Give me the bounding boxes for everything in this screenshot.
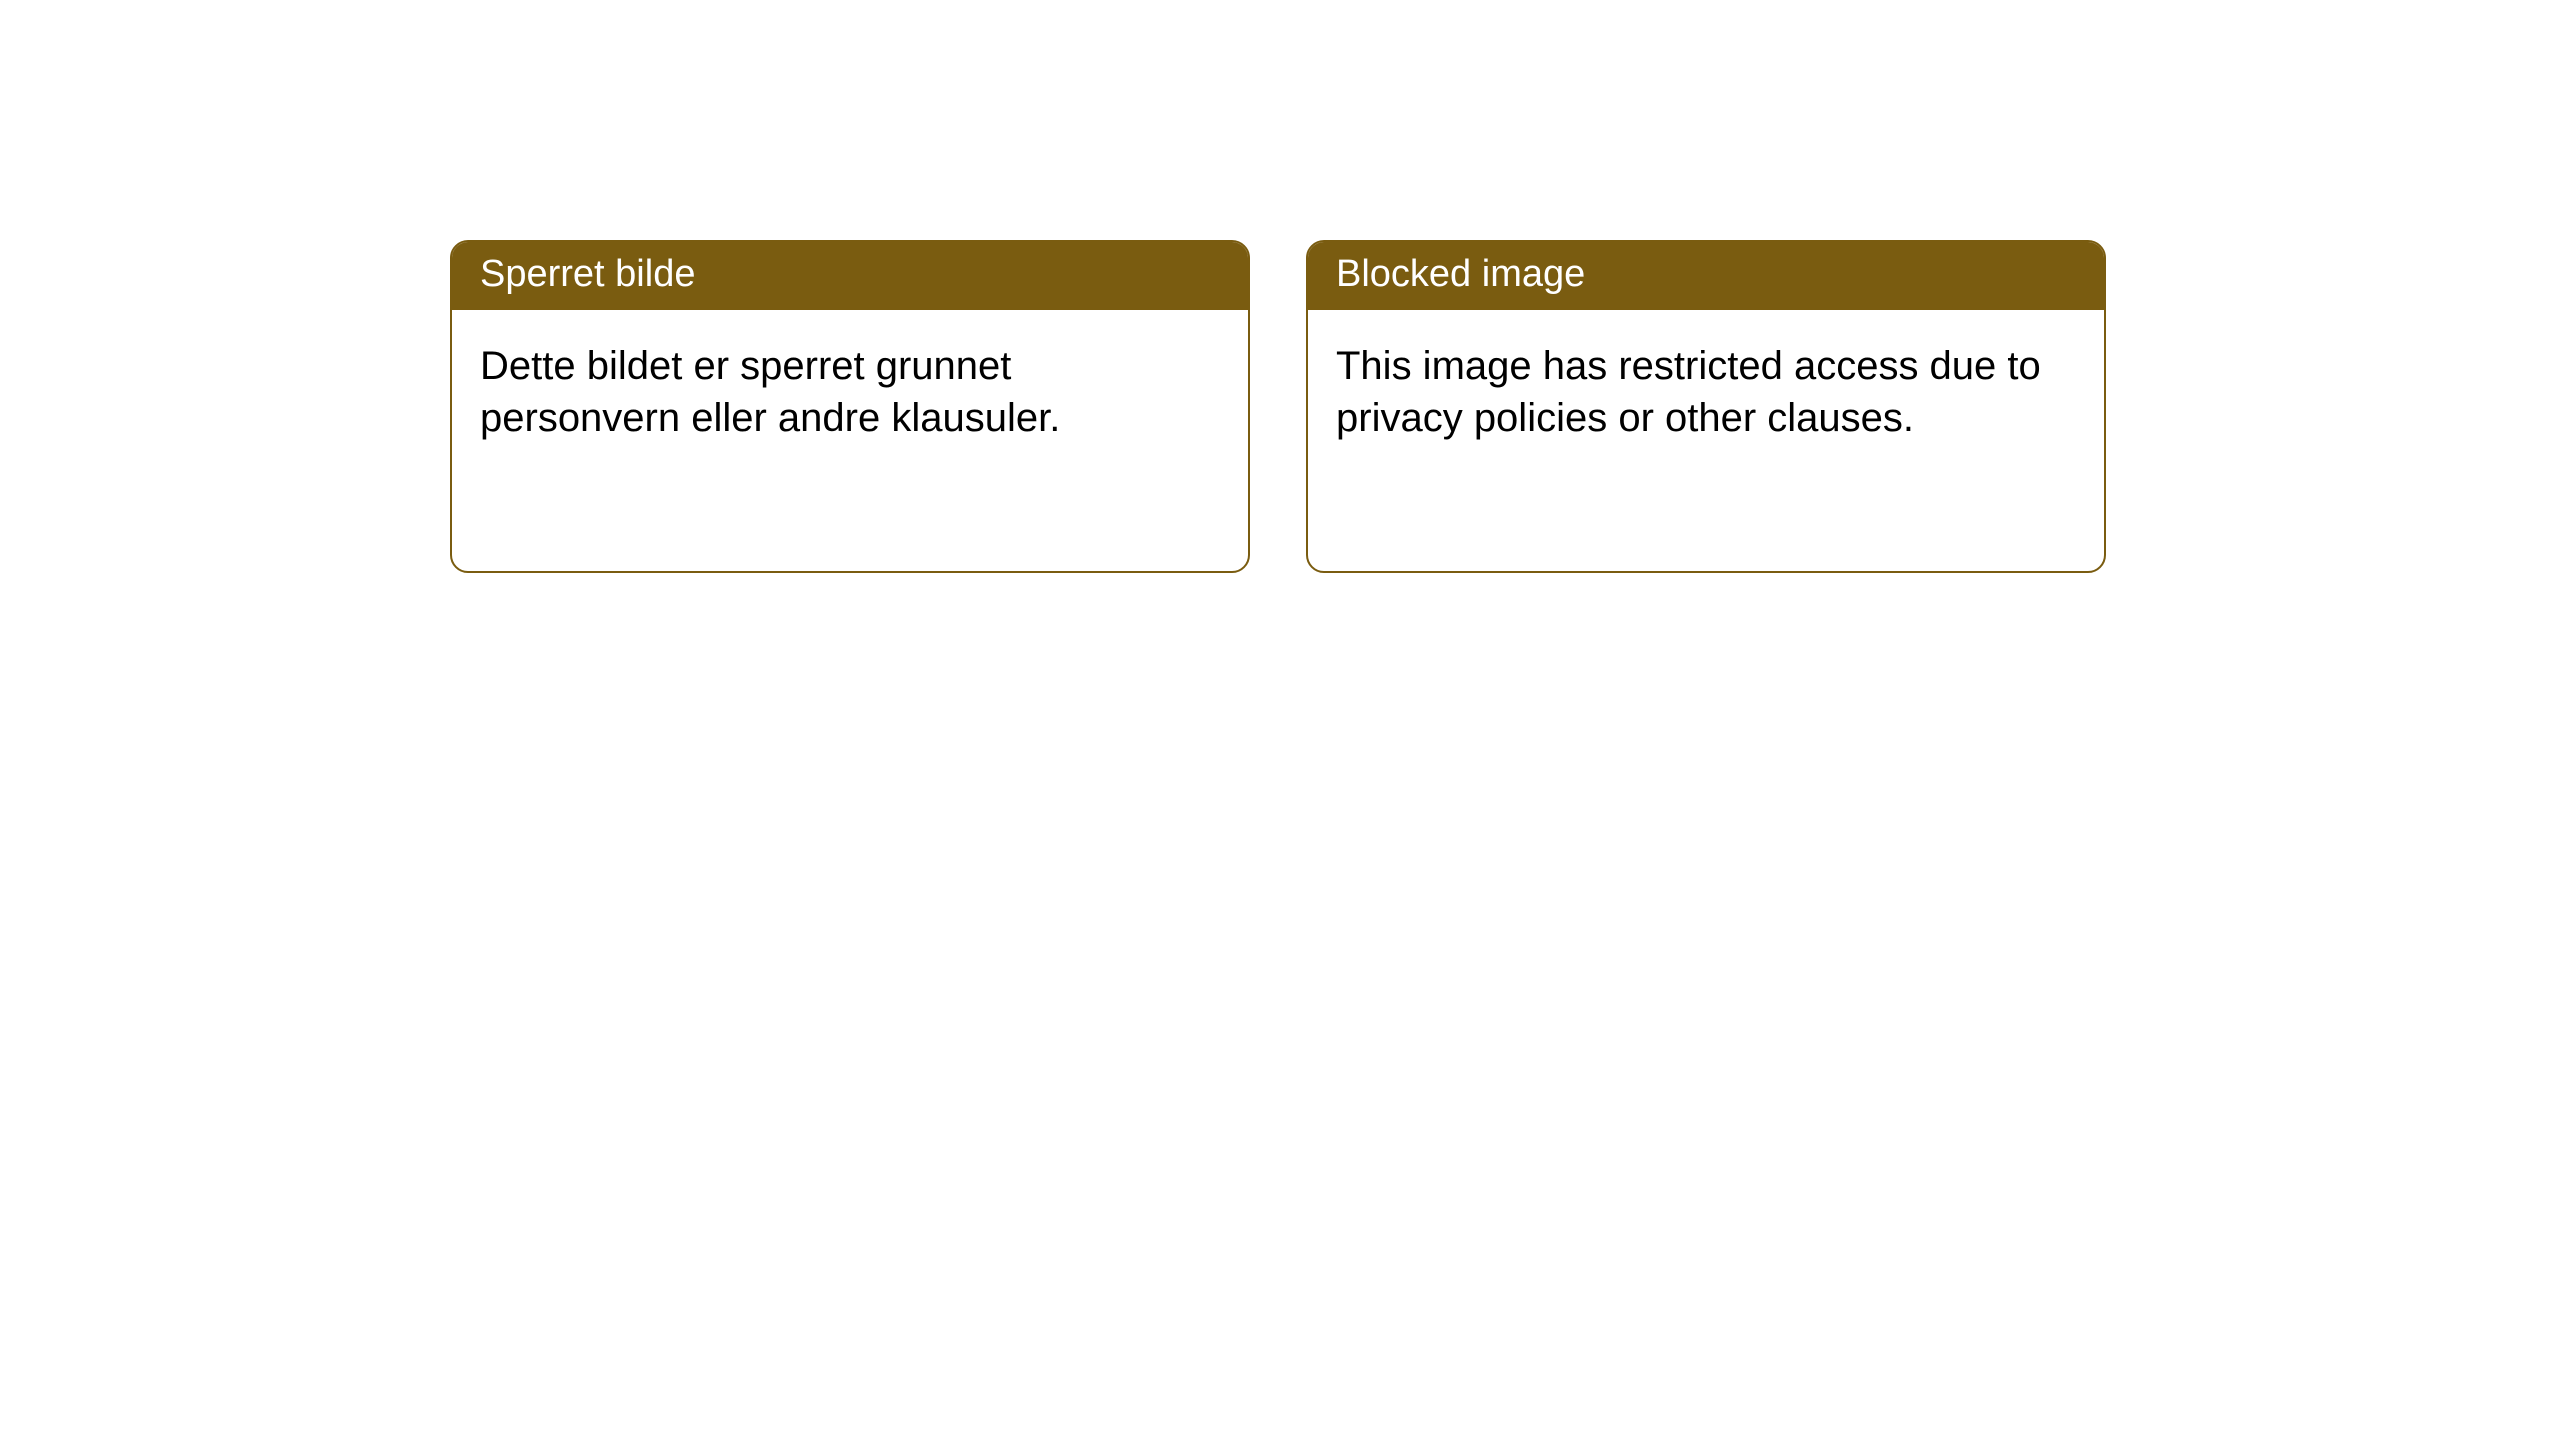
card-body: This image has restricted access due to … [1308,310,2104,474]
notice-cards-row: Sperret bilde Dette bildet er sperret gr… [0,0,2560,573]
card-body-text: This image has restricted access due to … [1336,344,2041,440]
card-title: Sperret bilde [480,253,695,295]
card-header: Blocked image [1308,242,2104,310]
notice-card-english: Blocked image This image has restricted … [1306,240,2106,573]
card-header: Sperret bilde [452,242,1248,310]
card-title: Blocked image [1336,253,1585,295]
card-body: Dette bildet er sperret grunnet personve… [452,310,1248,474]
notice-card-norwegian: Sperret bilde Dette bildet er sperret gr… [450,240,1250,573]
card-body-text: Dette bildet er sperret grunnet personve… [480,344,1060,440]
